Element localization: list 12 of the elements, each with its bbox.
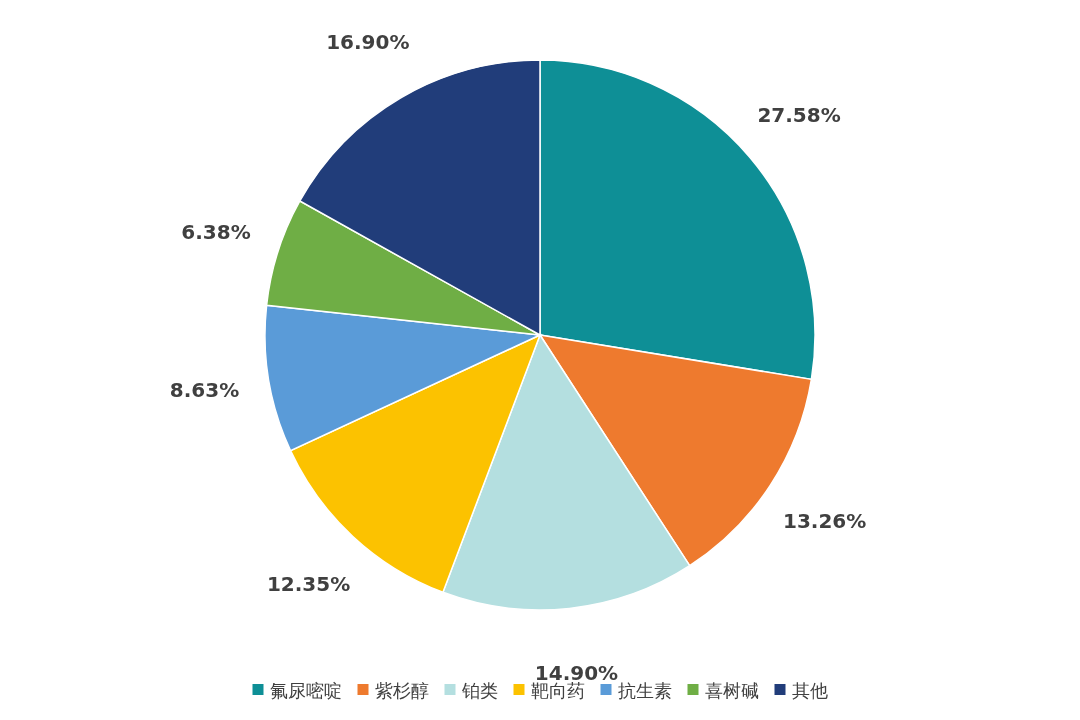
data-label: 6.38% xyxy=(181,219,251,244)
legend-label: 其他 xyxy=(791,679,828,701)
data-label: 27.58% xyxy=(757,102,841,127)
data-label: 8.63% xyxy=(169,378,240,403)
legend-label: 氟尿嘧啶 xyxy=(269,679,342,701)
data-label: 12.35% xyxy=(266,572,351,597)
legend-label: 铂类 xyxy=(460,679,498,701)
data-label: 16.90% xyxy=(326,29,410,54)
legend-label: 抗生素 xyxy=(617,679,672,701)
legend-label: 喜树碱 xyxy=(704,679,759,701)
data-label: 13.26% xyxy=(782,508,867,533)
legend-label: 紫杉醇 xyxy=(374,679,429,701)
